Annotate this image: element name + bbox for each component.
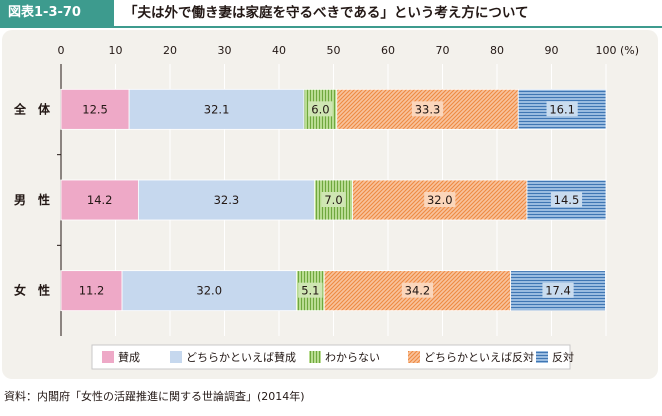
x-tick-label: 50 (327, 44, 341, 57)
figure-title: 「夫は外で働き妻は家庭を守るべきである」という考え方について (124, 5, 529, 21)
data-label-bg (321, 192, 346, 207)
x-tick-label: 80 (490, 44, 504, 57)
category-label: 全 体 (13, 101, 51, 116)
x-tick-label: 30 (218, 44, 232, 57)
data-label: 6.0 (311, 102, 329, 116)
data-label-bg (424, 192, 456, 207)
data-label-bg (411, 101, 444, 117)
data-label: 32.3 (214, 193, 240, 207)
data-label: 14.5 (554, 193, 580, 207)
axis-layer: 0 10 20 30 40 50 60 70 80 90 100 (%) 全 体男 性女 性 (13, 44, 639, 336)
data-label-bg (550, 192, 583, 207)
bar-segment (60, 88, 130, 130)
data-label: 11.2 (79, 284, 105, 298)
bar-layer: 12.5 32.1 6.0 33.3 16.1 14.2 32.3 7.0 32.0 14.5 11… (60, 88, 607, 312)
data-label: 17.4 (545, 284, 571, 298)
bar-segment (128, 88, 305, 130)
header-divider (0, 26, 662, 28)
x-tick-label: 40 (272, 44, 286, 57)
data-label: 12.5 (82, 102, 108, 116)
data-label-bg (542, 282, 574, 298)
bar-segment (60, 179, 139, 221)
data-label: 7.0 (324, 193, 342, 207)
legend-label: どちらかといえば賛成 (186, 350, 296, 364)
category-label: 男 性 (14, 192, 50, 207)
category-label: 女 性 (14, 283, 50, 298)
legend-label: 賛成 (118, 350, 140, 364)
x-tick-label: 100 (596, 44, 617, 57)
bar-segment (121, 270, 297, 312)
source-note: 資料：内閣府「女性の活躍推進に関する世論調査」(2014年) (4, 390, 305, 403)
legend: 賛成 どちらかといえば賛成 わからない どちらかといえば反対 反対 (91, 344, 574, 370)
data-label-bg (308, 101, 333, 117)
legend-label: わからない (325, 351, 380, 364)
data-label: 32.1 (204, 102, 230, 116)
data-label: 32.0 (427, 193, 453, 207)
data-label: 32.0 (196, 284, 222, 298)
legend-swatch (309, 351, 321, 363)
figure-header: 図表1-3-70 「夫は外で働き妻は家庭を守るべきである」という考え方について (0, 0, 662, 26)
data-label: 34.2 (405, 284, 431, 298)
data-label: 14.2 (87, 193, 113, 207)
data-label-bg (298, 282, 323, 298)
x-tick-label: 70 (436, 44, 450, 57)
legend-label: どちらかといえば反対 (424, 350, 534, 364)
x-tick-label: 20 (163, 44, 177, 57)
data-label-bg (401, 282, 434, 298)
unit-label: (%) (620, 44, 639, 57)
legend-swatch (102, 351, 114, 363)
x-tick-label: 90 (545, 44, 559, 57)
bar-segment (60, 270, 123, 312)
bar-segment (137, 179, 315, 221)
data-label: 33.3 (415, 102, 441, 116)
legend-swatch (408, 351, 420, 363)
x-tick-label: 10 (109, 44, 123, 57)
data-label: 16.1 (549, 102, 575, 116)
x-tick-label: 0 (58, 44, 65, 57)
legend-swatch (170, 351, 182, 363)
x-tick-label: 60 (381, 44, 395, 57)
legend-swatch (536, 351, 548, 363)
data-label: 5.1 (301, 284, 319, 298)
data-label-bg (546, 101, 578, 117)
figure-label: 図表1-3-70 (0, 0, 114, 26)
legend-label: 反対 (552, 350, 574, 364)
